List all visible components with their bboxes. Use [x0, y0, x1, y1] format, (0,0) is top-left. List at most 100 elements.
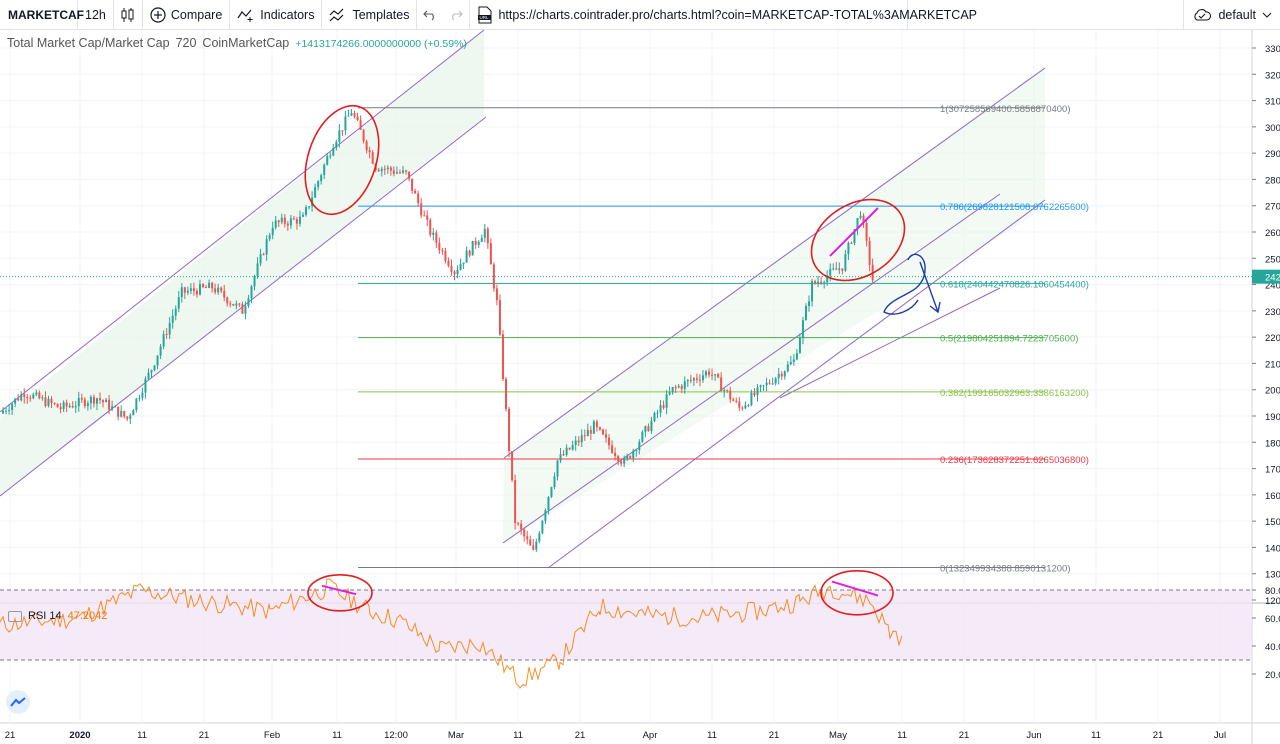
candle-body	[229, 303, 232, 305]
candle-body	[226, 297, 229, 304]
price-tick-label: 2700	[1265, 202, 1280, 213]
candle-body	[835, 268, 838, 270]
candle-body	[165, 333, 168, 335]
candlestick-series	[2, 109, 874, 553]
candle-body	[441, 250, 444, 252]
last-price-label: 242	[1265, 273, 1280, 284]
candle-body	[292, 218, 295, 220]
candle-body	[174, 308, 177, 316]
candle-body	[456, 269, 459, 275]
candle-body	[192, 288, 195, 291]
channel-fill-right	[503, 66, 1045, 543]
candle-body	[44, 397, 47, 406]
candle-body	[414, 190, 417, 194]
candle-body	[114, 406, 117, 408]
price-axis[interactable]: 3300 3200 3100 3000 2900 2800 2700 2600 2500 2400…	[1252, 44, 1280, 681]
price-tick-label: 1400	[1265, 543, 1280, 554]
candle-body	[368, 150, 371, 153]
layout-button[interactable]: default	[1183, 0, 1280, 30]
chart-type-button[interactable]	[114, 0, 143, 30]
candle-body	[111, 406, 114, 410]
candle-body	[432, 232, 435, 235]
candle-body	[865, 223, 868, 241]
candle-body	[389, 167, 392, 171]
time-tick-label: 11	[513, 730, 523, 741]
candle-body	[74, 406, 77, 408]
rsi-tick-label: 80.00	[1265, 586, 1280, 597]
candle-body	[711, 374, 714, 376]
candle-body	[717, 374, 720, 378]
hand-drawn-annotations	[304, 104, 941, 315]
candle-body	[735, 400, 738, 402]
candle-body	[565, 447, 568, 455]
undo-button[interactable]	[417, 0, 443, 30]
candle-body	[738, 401, 741, 408]
candle-body	[814, 281, 817, 284]
price-tick-label: 1900	[1265, 412, 1280, 423]
candle-body	[202, 284, 205, 287]
candle-body	[117, 406, 120, 417]
fib-level-label: 0.786(269828121508.0762265600)	[940, 202, 1089, 213]
candle-body	[647, 426, 650, 432]
candle-body	[156, 355, 159, 366]
candle-body	[804, 305, 807, 321]
candle-body	[20, 394, 23, 401]
candle-body	[620, 461, 623, 464]
time-axis[interactable]: 21 2020 11 21 Feb 11 12:00 Mar 11 21 Apr 11 21 May 11 2…	[5, 730, 1226, 741]
candle-body	[544, 510, 547, 521]
candle-body	[750, 392, 753, 406]
time-tick-label: 21	[199, 730, 210, 741]
series-legend: Total Market Cap/Market Cap 720 CoinMark…	[7, 36, 467, 50]
candle-body	[32, 394, 35, 399]
candle-body	[677, 385, 680, 388]
candle-body	[398, 172, 401, 174]
fib-level-label: 0.382(199165032963.3386163200)	[940, 388, 1089, 399]
redo-button[interactable]	[443, 0, 471, 30]
candle-body	[447, 260, 450, 266]
candle-body	[847, 242, 850, 255]
candle-body	[644, 426, 647, 432]
compare-button[interactable]: Compare	[143, 0, 231, 30]
candle-body	[86, 403, 89, 407]
candle-body	[714, 374, 717, 376]
candle-body	[386, 167, 389, 170]
candle-body	[295, 219, 298, 224]
candle-body	[744, 405, 747, 409]
candle-body	[826, 275, 829, 283]
candle-body	[505, 379, 508, 409]
channel-line-upper-left	[0, 30, 485, 413]
candle-body	[798, 337, 801, 354]
rsi-tick-label: 40.00	[1265, 642, 1280, 653]
candle-body	[365, 141, 368, 151]
candle-body	[171, 315, 174, 323]
candle-body	[495, 288, 498, 301]
collapse-pane-icon[interactable]	[8, 610, 22, 622]
candle-body	[574, 440, 577, 446]
candle-body	[159, 346, 162, 356]
interval-button[interactable]: 12h	[78, 0, 114, 30]
candle-body	[320, 175, 323, 182]
candle-body	[105, 399, 108, 403]
candle-body	[729, 390, 732, 400]
candle-body	[35, 392, 38, 395]
candle-body	[489, 243, 492, 265]
symbol-search[interactable]: MARKETCAF	[0, 0, 84, 30]
indicators-button[interactable]: Indicators	[230, 0, 323, 30]
candle-body	[17, 398, 20, 401]
candle-body	[641, 431, 644, 442]
candle-body	[483, 228, 486, 238]
templates-button[interactable]: Templates	[322, 0, 418, 30]
candle-body	[277, 220, 280, 223]
candle-body	[689, 380, 692, 382]
candle-body	[223, 290, 226, 298]
candle-body	[371, 152, 374, 164]
candle-body	[41, 397, 44, 399]
tradingview-logo-icon[interactable]	[6, 690, 30, 714]
chevron-down-icon	[1262, 12, 1272, 18]
candle-body	[8, 409, 11, 411]
candle-body	[486, 228, 489, 244]
price-chart[interactable]: 1(307258569400.5856870400) 0.786(26982812…	[0, 30, 1280, 744]
url-bar[interactable]: URL https://charts.cointrader.pro/charts…	[470, 0, 977, 30]
time-tick-label: 21	[575, 730, 586, 741]
candle-body	[756, 387, 759, 396]
